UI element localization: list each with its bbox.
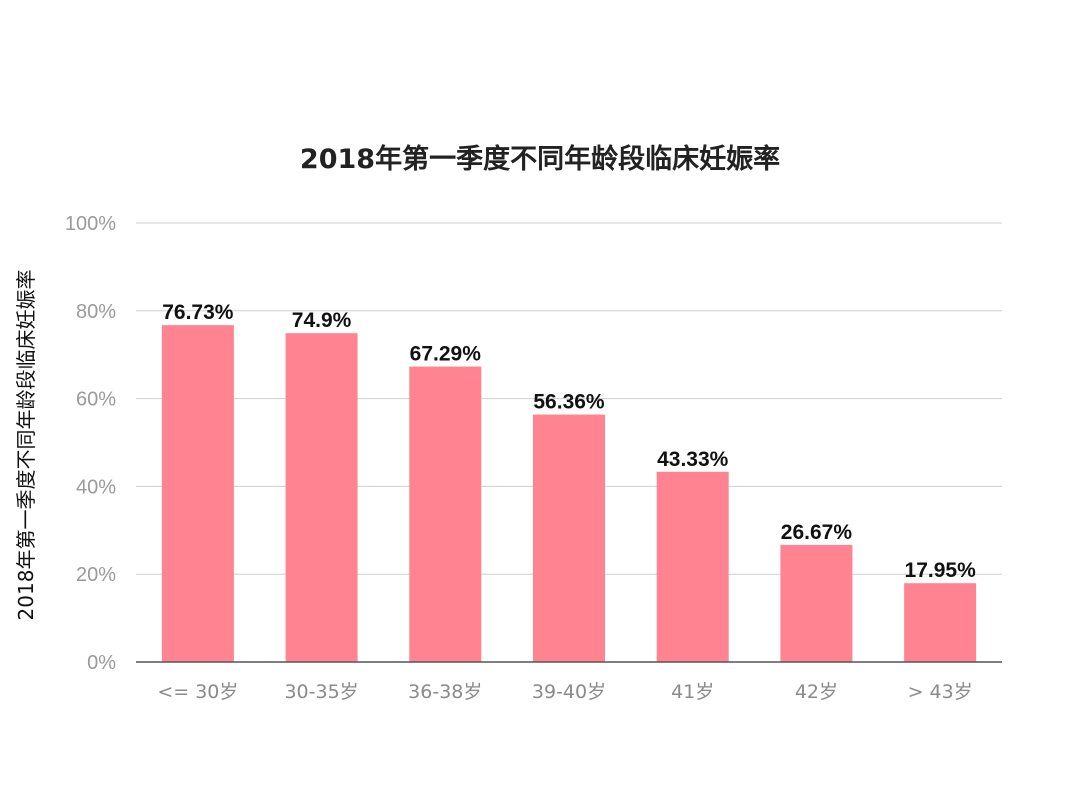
data-label: 43.33% bbox=[657, 448, 729, 471]
bar bbox=[904, 583, 977, 662]
x-tick-label: > 43岁 bbox=[908, 681, 973, 703]
y-axis-ticks: 0% 20% 40% 60% 80% 100% bbox=[65, 213, 116, 674]
x-tick-label: <= 30岁 bbox=[157, 681, 238, 703]
data-label: 17.95% bbox=[905, 559, 977, 582]
x-tick-label: 42岁 bbox=[795, 681, 838, 703]
data-label: 56.36% bbox=[533, 391, 605, 414]
bar bbox=[285, 333, 358, 662]
y-tick-label: 20% bbox=[76, 564, 116, 586]
data-label: 67.29% bbox=[410, 343, 482, 366]
bar bbox=[161, 325, 234, 662]
data-label: 74.9% bbox=[292, 309, 352, 332]
x-tick-label: 39-40岁 bbox=[532, 681, 606, 703]
data-labels: 76.73% 74.9% 67.29% 56.36% 43.33% 26.67% 17.95… bbox=[162, 301, 976, 582]
x-tick-label: 30-35岁 bbox=[284, 681, 358, 703]
y-tick-label: 0% bbox=[87, 652, 116, 674]
x-tick-label: 36-38岁 bbox=[408, 681, 482, 703]
y-tick-label: 100% bbox=[65, 213, 116, 235]
x-axis-ticks: <= 30岁 30-35岁 36-38岁 39-40岁 41岁 42岁 > 43岁 bbox=[157, 681, 972, 703]
gridlines bbox=[136, 222, 1002, 575]
y-tick-label: 60% bbox=[76, 389, 116, 411]
bar bbox=[656, 471, 729, 662]
bar bbox=[533, 414, 605, 662]
bar bbox=[780, 544, 853, 662]
data-label: 26.67% bbox=[781, 521, 853, 544]
y-tick-label: 80% bbox=[76, 301, 116, 323]
bar bbox=[409, 366, 482, 662]
x-tick-label: 41岁 bbox=[671, 681, 714, 703]
chart-title: 2018年第一季度不同年龄段临床妊娠率 bbox=[300, 143, 780, 175]
bars bbox=[161, 325, 977, 662]
y-tick-label: 40% bbox=[76, 476, 116, 498]
y-axis-label: 2018年第一季度不同年龄段临床妊娠率 bbox=[14, 270, 38, 621]
data-label: 76.73% bbox=[162, 301, 234, 324]
